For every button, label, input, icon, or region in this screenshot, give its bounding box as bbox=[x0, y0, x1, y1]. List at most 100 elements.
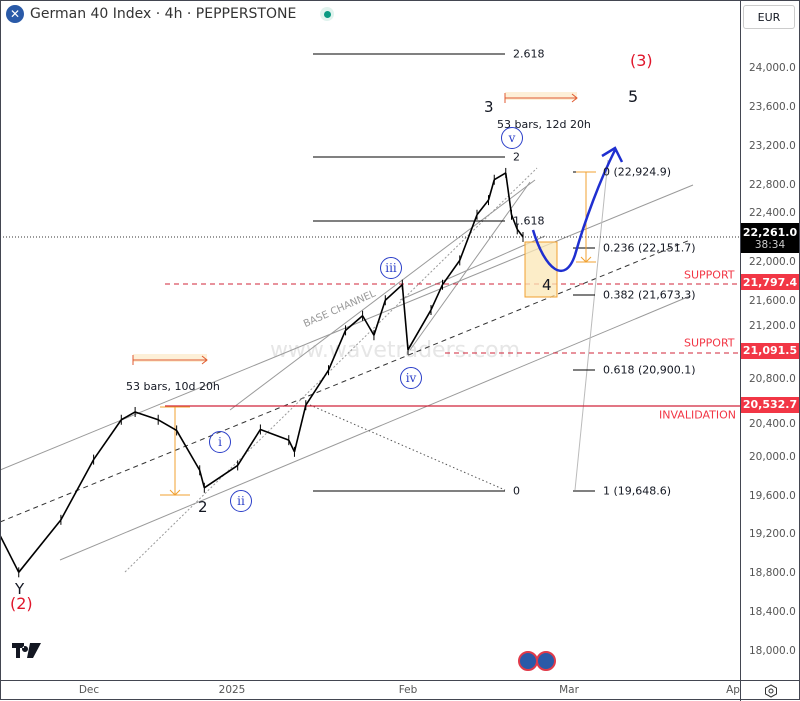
fib-label: 1.618 bbox=[513, 214, 545, 228]
symbol-title: German 40 Index · 4h · PEPPERSTONE bbox=[30, 6, 297, 22]
wave-label-4: 4 bbox=[542, 276, 552, 294]
price-segment bbox=[134, 411, 159, 421]
price-segment bbox=[510, 214, 518, 230]
currency-selector[interactable]: EUR bbox=[743, 5, 795, 29]
price-axis[interactable]: 24,000.0 23,600.0 23,200.0 22,800.0 22,400.0… bbox=[740, 0, 800, 680]
price-segment bbox=[384, 284, 403, 301]
price-tick-label: 20,400.0 bbox=[749, 417, 796, 430]
time-tick-label: Mar bbox=[559, 684, 579, 696]
wave-label-ii: ii bbox=[230, 490, 252, 512]
bars-range-measure-2[interactable] bbox=[504, 92, 578, 103]
chart-canvas[interactable]: www.wavetraders.com bbox=[0, 0, 740, 680]
fib-label: 0.382 (21,673.3) bbox=[603, 288, 696, 302]
chart-settings-button[interactable] bbox=[740, 680, 800, 701]
price-segment bbox=[407, 309, 432, 351]
time-tick-label: 2025 bbox=[218, 684, 246, 696]
wave-label-i: i bbox=[209, 431, 231, 453]
chart-area[interactable]: www.wavetraders.com bbox=[0, 0, 740, 680]
wave-label-major-2: (2) bbox=[10, 594, 33, 613]
price-tick-label: 23,600.0 bbox=[749, 100, 796, 113]
price-segment bbox=[175, 430, 201, 471]
price-tick-label: 18,400.0 bbox=[749, 606, 796, 619]
price-segment bbox=[401, 284, 409, 350]
fib-label: 0 bbox=[513, 484, 520, 498]
price-segment bbox=[203, 464, 239, 489]
price-segment bbox=[288, 439, 296, 453]
price-segment bbox=[60, 459, 95, 521]
price-segment bbox=[327, 330, 347, 371]
price-segment bbox=[293, 404, 307, 453]
price-segment bbox=[430, 284, 444, 311]
price-tick-label: 23,200.0 bbox=[749, 139, 796, 152]
channel-mid-dashed-line[interactable] bbox=[0, 239, 691, 523]
wave-label-y: Y bbox=[15, 580, 25, 598]
level-price-badge: 21,797.4 bbox=[741, 274, 799, 291]
bar-countdown: 38:34 bbox=[754, 238, 786, 251]
projection-arrow[interactable] bbox=[531, 146, 624, 272]
dotted-projection-line[interactable] bbox=[309, 404, 506, 491]
price-segment bbox=[305, 369, 330, 406]
price-tick-label: 20,000.0 bbox=[749, 450, 796, 463]
price-tick-label: 22,800.0 bbox=[749, 178, 796, 191]
symbol-logo-icon: ✕ bbox=[6, 5, 24, 23]
price-tick-label: 22,400.0 bbox=[749, 207, 796, 220]
chart-title-bar[interactable]: ✕ German 40 Index · 4h · PEPPERSTONE bbox=[6, 5, 335, 23]
last-price: 22,261.0 bbox=[742, 225, 798, 239]
tradingview-logo[interactable] bbox=[12, 643, 42, 659]
wave-label-2: 2 bbox=[198, 498, 208, 516]
time-axis[interactable]: Dec 2025 Feb Mar Ap bbox=[0, 680, 740, 701]
price-segment bbox=[92, 419, 122, 461]
level-price-badge: 20,532.7 bbox=[741, 396, 799, 413]
trend-line[interactable] bbox=[229, 179, 536, 411]
price-tick-label: 19,200.0 bbox=[749, 528, 796, 541]
trend-line[interactable] bbox=[399, 235, 546, 301]
time-tick-label: Ap bbox=[726, 684, 740, 696]
eu-event-flag-icon[interactable] bbox=[518, 651, 538, 671]
price-tick-label: 18,000.0 bbox=[749, 645, 796, 658]
price-series[interactable] bbox=[0, 167, 524, 578]
svg-text:www.wavetraders.com: www.wavetraders.com bbox=[270, 338, 520, 363]
price-tick-label: 20,800.0 bbox=[749, 372, 796, 385]
channel-lower-line[interactable] bbox=[59, 295, 691, 561]
price-segment bbox=[441, 259, 461, 286]
wave-label-v: v bbox=[501, 127, 523, 149]
vertical-guide-line[interactable] bbox=[574, 159, 609, 491]
price-segment bbox=[120, 411, 136, 421]
price-segment bbox=[345, 315, 364, 331]
time-tick-label: Feb bbox=[398, 684, 418, 696]
fib-label: 0.618 (20,900.1) bbox=[603, 363, 696, 377]
watermark: www.wavetraders.com bbox=[270, 338, 520, 363]
fib-label: 2.618 bbox=[513, 47, 545, 61]
wave-label-iii: iii bbox=[380, 257, 402, 279]
last-price-badge: 22,261.0 38:34 bbox=[741, 223, 799, 253]
eu-event-flag-icon[interactable] bbox=[536, 651, 556, 671]
trend-line[interactable] bbox=[124, 167, 538, 573]
settings-hexagon-icon bbox=[765, 684, 777, 698]
price-segment bbox=[459, 214, 478, 261]
price-segment bbox=[260, 428, 290, 441]
channel-upper-line[interactable] bbox=[0, 184, 694, 471]
price-segment bbox=[493, 172, 507, 181]
level-price-badge: 21,091.5 bbox=[741, 342, 799, 359]
support-label-1: SUPPORT bbox=[684, 268, 735, 282]
price-segment bbox=[476, 199, 490, 216]
wave-label-iv: iv bbox=[400, 367, 422, 389]
fib-label: 2 bbox=[513, 150, 520, 164]
price-tick-label: 21,600.0 bbox=[749, 295, 796, 308]
wave-label-5: 5 bbox=[628, 87, 639, 106]
price-segment bbox=[516, 228, 524, 238]
price-segment bbox=[504, 172, 513, 215]
market-status-icon bbox=[320, 7, 335, 21]
price-tick-label: 18,800.0 bbox=[749, 567, 796, 580]
bars-range-measure-1[interactable] bbox=[132, 354, 208, 365]
bars-label-1: 53 bars, 10d 20h bbox=[126, 380, 220, 393]
price-range-measure-1[interactable] bbox=[160, 406, 190, 496]
price-segment bbox=[361, 315, 375, 336]
wave-label-3: 3 bbox=[484, 98, 494, 116]
trend-line[interactable] bbox=[409, 181, 531, 351]
price-tick-label: 22,000.0 bbox=[749, 256, 796, 269]
support-label-2: SUPPORT bbox=[684, 336, 735, 350]
fib-label: 1 (19,648.6) bbox=[603, 484, 672, 498]
fib-label: 0 (22,924.9) bbox=[603, 165, 672, 179]
time-tick-label: Dec bbox=[78, 684, 100, 696]
